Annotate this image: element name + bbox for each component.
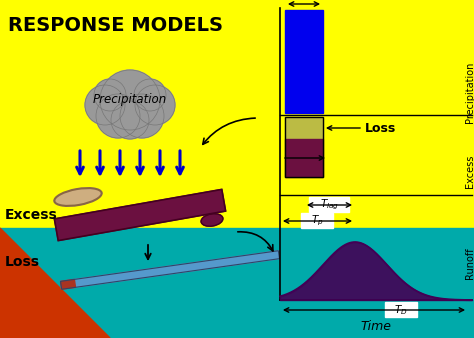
Text: Precipitation: Precipitation	[465, 62, 474, 123]
Text: D: D	[300, 0, 309, 2]
Text: $T_{D}$: $T_{D}$	[394, 303, 407, 317]
Text: $T_{lag}$: $T_{lag}$	[320, 198, 339, 212]
Bar	[285, 10, 323, 113]
Circle shape	[120, 94, 164, 138]
Bar	[61, 280, 75, 289]
Circle shape	[85, 85, 125, 125]
Bar	[285, 117, 323, 139]
Circle shape	[135, 85, 175, 125]
Circle shape	[111, 101, 149, 139]
Text: RESPONSE MODELS: RESPONSE MODELS	[8, 16, 223, 35]
Text: Runoff: Runoff	[465, 247, 474, 279]
Text: Precipitation: Precipitation	[93, 94, 167, 106]
Text: Excess: Excess	[465, 155, 474, 188]
Circle shape	[96, 94, 140, 138]
Ellipse shape	[55, 188, 102, 206]
Bar	[61, 251, 280, 289]
Ellipse shape	[201, 214, 223, 226]
Text: Loss: Loss	[365, 121, 396, 135]
Circle shape	[100, 70, 160, 130]
Circle shape	[94, 79, 126, 111]
Polygon shape	[0, 228, 110, 338]
Bar	[0, 228, 474, 338]
FancyBboxPatch shape	[55, 189, 226, 241]
Text: Loss: Loss	[5, 255, 40, 269]
Text: Time: Time	[361, 319, 392, 333]
Bar	[61, 251, 280, 289]
Bar	[285, 117, 323, 177]
Text: $T_{p}$: $T_{p}$	[311, 214, 324, 228]
FancyBboxPatch shape	[384, 301, 417, 316]
FancyBboxPatch shape	[301, 213, 334, 227]
FancyBboxPatch shape	[310, 196, 349, 212]
Circle shape	[134, 79, 166, 111]
Text: Excess: Excess	[5, 208, 58, 222]
Bar	[285, 139, 323, 177]
